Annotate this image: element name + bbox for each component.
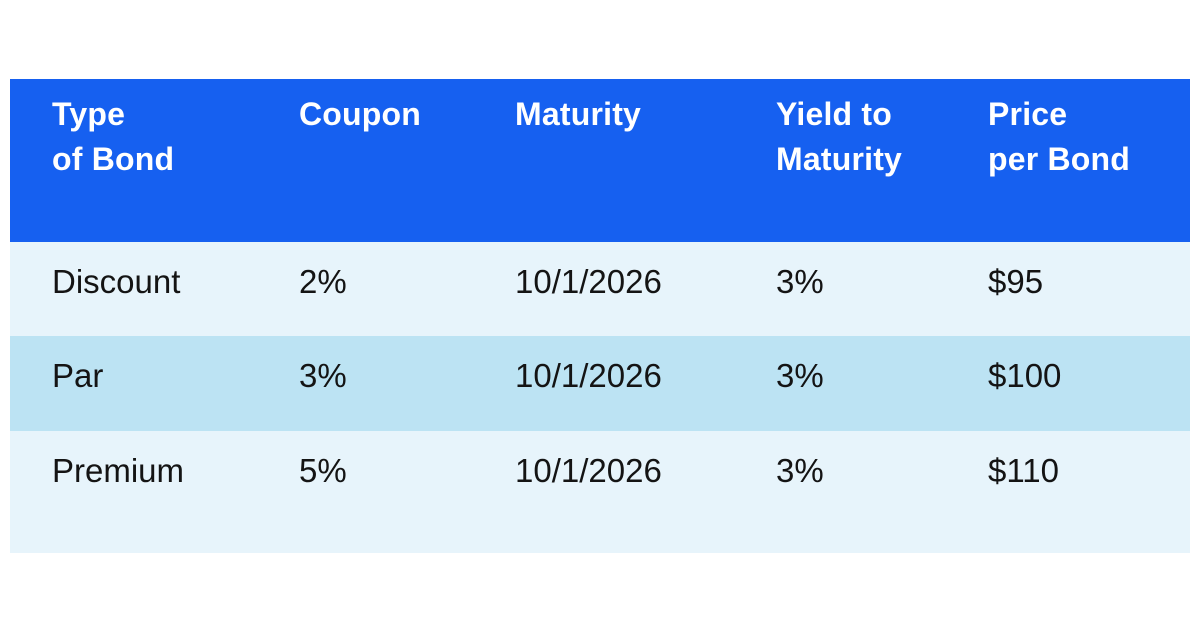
cell-premium-coupon: 5% <box>299 452 347 489</box>
column-header-yield-to-maturity: Yield to Maturity <box>776 96 903 177</box>
table-row-discount: Discount 2% 10/1/2026 3% $95 <box>10 242 1190 336</box>
table-header-row: Type of Bond Coupon Maturity Yield to Ma… <box>10 79 1190 242</box>
cell-discount-coupon: 2% <box>299 263 347 300</box>
cell-premium-yield: 3% <box>776 452 824 489</box>
cell-premium-price: $110 <box>988 452 1059 489</box>
table-row-premium: Premium 5% 10/1/2026 3% $110 <box>10 431 1190 553</box>
cell-discount-type: Discount <box>52 263 181 300</box>
cell-premium-type: Premium <box>52 452 185 489</box>
cell-par-price: $100 <box>988 357 1062 394</box>
cell-discount-maturity: 10/1/2026 <box>515 263 662 300</box>
column-header-price-per-bond: Price per Bond <box>988 96 1131 177</box>
column-header-coupon: Coupon <box>299 96 422 132</box>
column-header-type-of-bond: Type of Bond <box>52 96 175 177</box>
cell-par-coupon: 3% <box>299 357 347 394</box>
column-header-maturity: Maturity <box>515 96 642 132</box>
cell-discount-yield: 3% <box>776 263 824 300</box>
cell-discount-price: $95 <box>988 263 1044 300</box>
table-row-par: Par 3% 10/1/2026 3% $100 <box>10 336 1190 431</box>
cell-premium-maturity: 10/1/2026 <box>515 452 662 489</box>
cell-par-yield: 3% <box>776 357 824 394</box>
bond-comparison-table: Type of Bond Coupon Maturity Yield to Ma… <box>10 79 1190 553</box>
cell-par-type: Par <box>52 357 104 394</box>
cell-par-maturity: 10/1/2026 <box>515 357 662 394</box>
